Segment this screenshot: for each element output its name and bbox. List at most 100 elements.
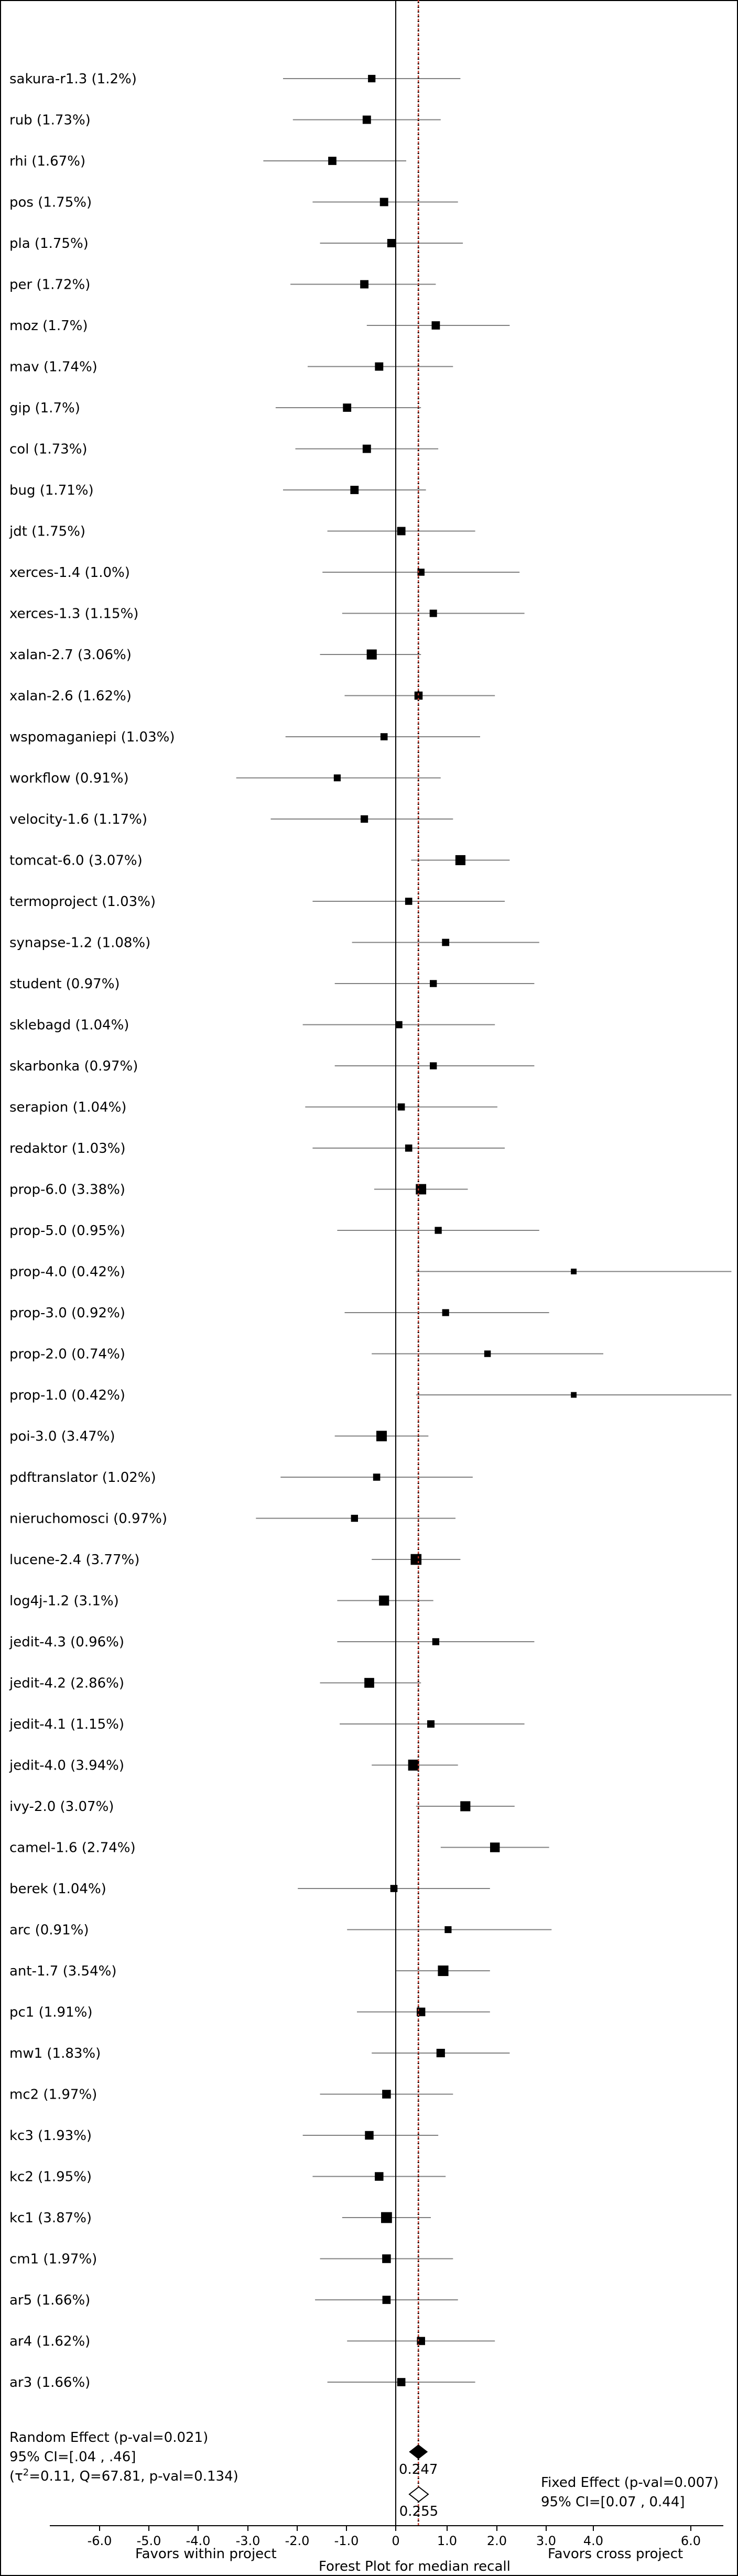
study-row: jdt (1.75%) bbox=[9, 524, 475, 540]
study-row: kc2 (1.95%) bbox=[9, 2169, 446, 2185]
point-estimate-marker bbox=[429, 609, 437, 617]
study-label: skarbonka (0.97%) bbox=[9, 1058, 138, 1074]
study-label: mc2 (1.97%) bbox=[9, 2087, 97, 2103]
study-label: termoproject (1.03%) bbox=[9, 894, 156, 910]
study-label: col (1.73%) bbox=[9, 442, 88, 457]
x-tick-label: 2.0 bbox=[487, 2534, 507, 2548]
x-tick-label: 4.0 bbox=[583, 2534, 603, 2548]
study-row: pdftranslator (1.02%) bbox=[9, 1470, 473, 1486]
study-row: workflow (0.91%) bbox=[9, 771, 441, 787]
point-estimate-marker bbox=[408, 1760, 419, 1771]
study-row: ar3 (1.66%) bbox=[9, 2375, 475, 2391]
point-estimate-marker bbox=[328, 157, 337, 165]
study-row: redaktor (1.03%) bbox=[9, 1141, 505, 1156]
random-effect-ci: 95% CI=[.04 , .46] bbox=[9, 2449, 136, 2465]
point-estimate-marker bbox=[360, 280, 369, 289]
study-label: sklebagd (1.04%) bbox=[9, 1018, 129, 1033]
x-tick-label: -3.0 bbox=[236, 2534, 261, 2548]
study-label: xalan-2.6 (1.62%) bbox=[9, 689, 132, 704]
fixed-effect-summary: Fixed Effect (p-val=0.007) 95% CI=[0.07 … bbox=[399, 2475, 719, 2519]
x-axis: -6.0 -5.0 -4.0 -3.0 -2.0 -1.0 0 1.0 2.0 3.0 4.0 6.0 bbox=[50, 2525, 723, 2548]
point-estimate-marker bbox=[432, 1638, 440, 1645]
study-label: prop-2.0 (0.74%) bbox=[9, 1347, 125, 1362]
point-estimate-marker bbox=[405, 898, 413, 905]
study-row: log4j-1.2 (3.1%) bbox=[9, 1593, 433, 1609]
study-row: velocity-1.6 (1.17%) bbox=[9, 812, 453, 827]
point-estimate-marker bbox=[397, 1103, 405, 1111]
study-label: prop-3.0 (0.92%) bbox=[9, 1305, 125, 1321]
x-tick-label: 6.0 bbox=[681, 2534, 701, 2548]
study-row: moz (1.7%) bbox=[9, 318, 510, 334]
random-effect-summary: Random Effect (p-val=0.021) 95% CI=[.04 … bbox=[9, 2430, 438, 2484]
study-label: jedit-4.3 (0.96%) bbox=[9, 1634, 124, 1650]
study-row: poi-3.0 (3.47%) bbox=[9, 1429, 429, 1445]
study-row: kc1 (3.87%) bbox=[9, 2210, 431, 2226]
point-estimate-marker bbox=[438, 1965, 449, 1977]
study-label: cm1 (1.97%) bbox=[9, 2252, 97, 2267]
study-row: prop-3.0 (0.92%) bbox=[9, 1305, 549, 1321]
study-row: ant-1.7 (3.54%) bbox=[9, 1963, 490, 1979]
point-estimate-marker bbox=[571, 1269, 577, 1274]
study-label: pos (1.75%) bbox=[9, 195, 92, 211]
point-estimate-marker bbox=[379, 198, 388, 206]
study-label: kc2 (1.95%) bbox=[9, 2169, 92, 2185]
chart-title: Forest Plot for median recall bbox=[319, 2559, 511, 2574]
x-tick-label: -2.0 bbox=[285, 2534, 310, 2548]
point-estimate-marker bbox=[368, 74, 376, 83]
study-label: tomcat-6.0 (3.07%) bbox=[9, 853, 143, 869]
study-row: xalan-2.7 (3.06%) bbox=[9, 647, 421, 663]
study-label: workflow (0.91%) bbox=[9, 771, 129, 787]
point-estimate-marker bbox=[397, 2378, 406, 2386]
fixed-effect-estimate-label: 0.255 bbox=[399, 2504, 438, 2519]
study-label: bug (1.71%) bbox=[9, 483, 94, 498]
study-row: jedit-4.0 (3.94%) bbox=[9, 1758, 458, 1774]
study-row: mav (1.74%) bbox=[9, 359, 453, 375]
study-row: wspomaganiepi (1.03%) bbox=[9, 729, 480, 745]
point-estimate-marker bbox=[430, 980, 437, 987]
study-row: prop-1.0 (0.42%) bbox=[9, 1388, 732, 1403]
study-label: pc1 (1.91%) bbox=[9, 2005, 93, 2021]
point-estimate-marker bbox=[431, 321, 440, 330]
point-estimate-marker bbox=[333, 774, 341, 782]
study-row: rhi (1.67%) bbox=[9, 154, 406, 169]
x-label-left: Favors within project bbox=[135, 2546, 277, 2562]
random-effect-estimate-label: 0.247 bbox=[399, 2462, 438, 2477]
study-label: mw1 (1.83%) bbox=[9, 2046, 101, 2061]
point-estimate-marker bbox=[430, 1062, 437, 1069]
point-estimate-marker bbox=[364, 1678, 374, 1688]
point-estimate-marker bbox=[427, 1720, 435, 1728]
study-label: per (1.72%) bbox=[9, 277, 90, 293]
study-label: xalan-2.7 (3.06%) bbox=[9, 647, 132, 663]
point-estimate-marker bbox=[365, 2131, 374, 2140]
point-estimate-marker bbox=[397, 527, 406, 536]
study-label: arc (0.91%) bbox=[9, 1923, 89, 1938]
point-estimate-marker bbox=[417, 2337, 425, 2345]
study-row: xerces-1.4 (1.0%) bbox=[9, 565, 520, 581]
x-tick-label: 0 bbox=[392, 2534, 399, 2548]
fixed-effect-ci: 95% CI=[0.07 , 0.44] bbox=[541, 2494, 685, 2510]
study-label: gip (1.7%) bbox=[9, 400, 80, 416]
study-row: xalan-2.6 (1.62%) bbox=[9, 689, 495, 704]
point-estimate-marker bbox=[571, 1392, 577, 1398]
study-label: jdt (1.75%) bbox=[9, 524, 85, 540]
study-row: mw1 (1.83%) bbox=[9, 2046, 510, 2061]
point-estimate-marker bbox=[484, 1350, 491, 1357]
study-label: jedit-4.2 (2.86%) bbox=[9, 1676, 124, 1691]
study-row: mc2 (1.97%) bbox=[9, 2087, 453, 2103]
study-label: ivy-2.0 (3.07%) bbox=[9, 1799, 114, 1815]
point-estimate-marker bbox=[381, 2212, 392, 2223]
point-estimate-marker bbox=[442, 1309, 449, 1316]
study-label: prop-1.0 (0.42%) bbox=[9, 1388, 125, 1403]
x-label-right: Favors cross project bbox=[548, 2546, 683, 2562]
point-estimate-marker bbox=[373, 1473, 381, 1481]
point-estimate-marker bbox=[376, 1431, 387, 1442]
point-estimate-marker bbox=[366, 649, 377, 660]
study-row: berek (1.04%) bbox=[9, 1881, 490, 1897]
point-estimate-marker bbox=[382, 2254, 391, 2263]
point-estimate-marker bbox=[362, 444, 371, 453]
study-label: camel-1.6 (2.74%) bbox=[9, 1840, 136, 1856]
study-row: ar4 (1.62%) bbox=[9, 2334, 495, 2350]
point-estimate-marker bbox=[405, 1144, 413, 1152]
study-label: berek (1.04%) bbox=[9, 1881, 106, 1897]
